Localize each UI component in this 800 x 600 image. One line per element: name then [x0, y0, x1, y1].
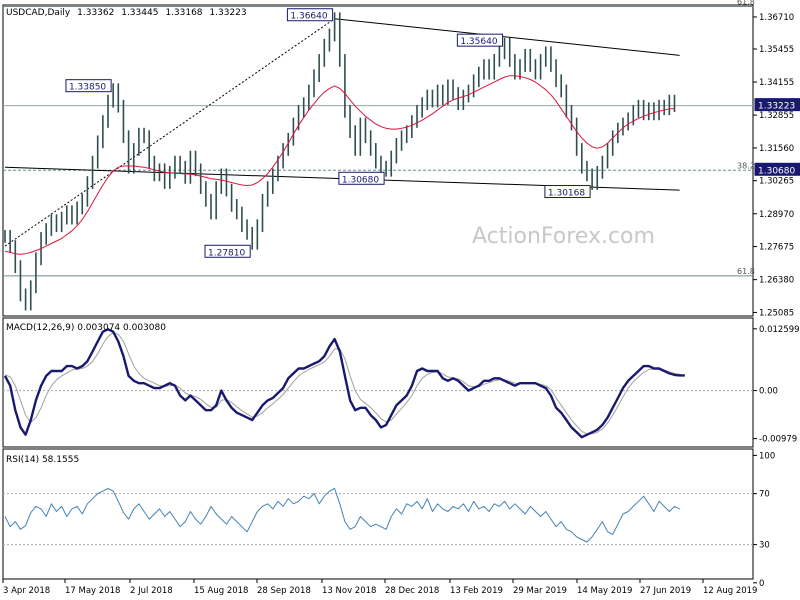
ohlc-open: 1.33362 — [77, 8, 114, 18]
x-tick-label: 15 Aug 2018 — [194, 586, 248, 596]
x-axis: 3 Apr 2018 17 May 2018 2 Jul 2018 15 Aug 20… — [2, 579, 757, 596]
extreme-label-box — [338, 171, 385, 185]
rsi-line — [4, 488, 680, 543]
macd-signal-line — [4, 332, 685, 435]
watermark: ActionForex.com — [472, 224, 655, 249]
price-y-tick-label: 1.31560 — [759, 144, 794, 154]
price-y-tick-label: 1.25085 — [759, 308, 794, 318]
price-y-tick-label: 1.34155 — [759, 78, 794, 88]
extreme-label: 1.33850 — [69, 83, 106, 93]
price-y-tick-label: 1.26380 — [759, 276, 794, 286]
price-series-layer — [4, 12, 676, 311]
fib-level-label: 61.8 — [737, 0, 755, 7]
extreme-label: 1.30168 — [548, 189, 585, 199]
trendline — [4, 18, 335, 247]
macd-y-tick-label: -0.00979 — [759, 435, 797, 445]
symbol-title: USDCAD,Daily — [6, 8, 71, 18]
price-panel-title: USDCAD,Daily 1.33362 1.33445 1.33168 1.3… — [6, 8, 247, 18]
x-tick-label: 13 Nov 2018 — [322, 586, 376, 596]
extreme-label-box — [286, 8, 334, 22]
macd-y-tick-label: 0.00 — [759, 387, 778, 397]
level-price-label-box — [754, 162, 800, 176]
extreme-label-box — [456, 33, 504, 47]
extreme-label-box — [65, 79, 112, 93]
fib-level-label: 61.8 — [737, 267, 755, 276]
ohlc-high: 1.33445 — [121, 8, 158, 18]
x-tick-label: 17 May 2018 — [65, 586, 120, 596]
macd-panel-title: MACD(12,26,9) 0.003074 0.003080 — [6, 323, 166, 333]
rsi-y-tick-label: 30 — [759, 541, 770, 551]
macd-y-tick-label: 0.012599 — [759, 325, 800, 335]
price-y-tick-label: 1.28970 — [759, 210, 794, 220]
fib-level-label: 38.2 — [737, 161, 755, 170]
rsi-y-tick-label: 0 — [759, 579, 764, 589]
x-tick-label: 28 Sep 2018 — [257, 586, 311, 596]
macd-series-layer — [3, 328, 685, 439]
price-y-tick-label: 1.32855 — [759, 111, 794, 121]
rsi-panel-frame — [2, 448, 754, 580]
rsi-y-tick-label: 70 — [759, 490, 770, 500]
macd-main-line — [3, 328, 685, 439]
rsi-panel-title: RSI(14) 58.1555 — [6, 455, 79, 465]
current-price-label: 1.33223 — [758, 102, 795, 112]
x-tick-label: 13 Feb 2019 — [450, 586, 503, 596]
price-y-tick-label: 1.27675 — [759, 243, 794, 253]
x-tick-label: 14 May 2019 — [577, 586, 632, 596]
rsi-y-axis: 100 70 30 0 — [753, 451, 775, 589]
macd-panel-frame — [2, 317, 754, 448]
rsi-series-layer — [4, 488, 680, 543]
trendline — [334, 18, 680, 56]
extreme-label: 1.27810 — [208, 248, 245, 258]
extreme-label-box — [544, 185, 591, 199]
x-tick-label: 12 Aug 2019 — [703, 586, 757, 596]
x-tick-label: 29 Mar 2019 — [513, 586, 567, 596]
price-y-tick-label: 1.30265 — [759, 177, 794, 187]
macd-y-axis: 0.012599 0.00 -0.00979 — [753, 325, 800, 445]
x-tick-label: 27 Jun 2019 — [640, 586, 691, 596]
ohlc-low: 1.33168 — [165, 8, 202, 18]
rsi-y-tick-label: 100 — [759, 451, 775, 461]
extreme-label: 1.36640 — [290, 12, 327, 22]
x-tick-label: 28 Dec 2018 — [385, 586, 439, 596]
price-annotations: 1.36640 1.33850 1.35640 1.27810 1.30680 1.301… — [65, 8, 591, 258]
current-price-label-box — [754, 98, 800, 112]
moving-average-line — [4, 75, 675, 255]
rsi-level-lines — [3, 493, 753, 546]
price-y-tick-label: 1.35455 — [759, 45, 794, 55]
extreme-label-box — [204, 244, 251, 258]
price-y-tick-label: 1.36710 — [759, 13, 794, 23]
x-tick-label: 2 Jul 2018 — [130, 586, 173, 596]
extreme-label: 1.35640 — [460, 37, 497, 47]
level-price-label: 1.30680 — [758, 166, 795, 176]
price-panel-frame — [2, 4, 754, 317]
ohlc-close: 1.33223 — [209, 8, 246, 18]
extreme-label: 1.30680 — [342, 175, 379, 185]
price-y-axis: 1.36710 1.35455 1.34155 1.32855 1.31560 1.302… — [753, 13, 800, 318]
x-tick-label: 3 Apr 2018 — [3, 586, 50, 596]
